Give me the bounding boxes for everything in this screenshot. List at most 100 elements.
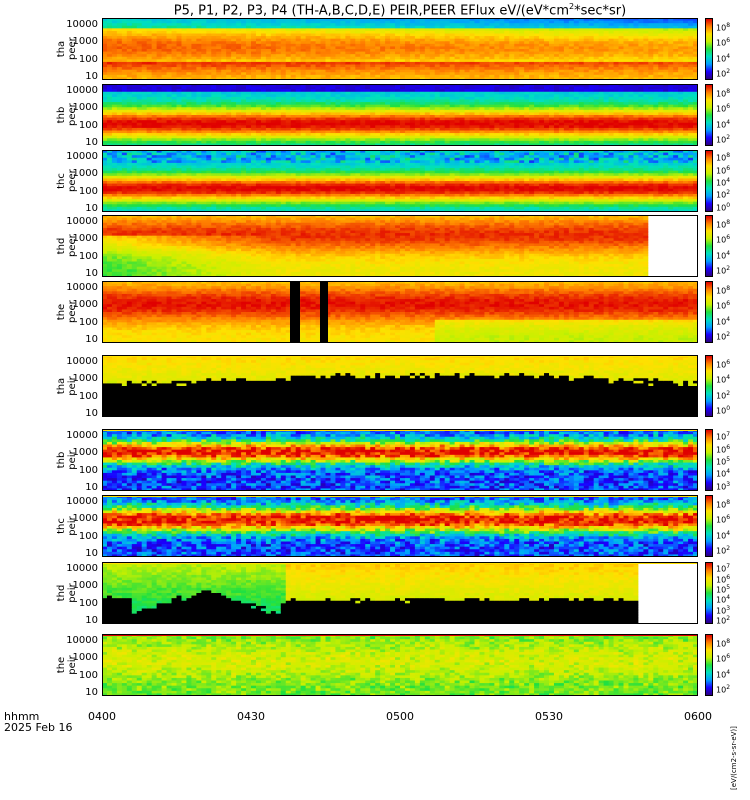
spectrogram-cell [633,30,639,34]
spectrogram-cell [578,46,585,50]
spectrogram-cell [693,59,698,63]
spectrogram-cell [400,107,406,111]
spectrogram-cell [355,138,361,142]
spectrogram-cell [529,18,535,21]
spectrogram-cell [201,86,207,90]
spectrogram-cell [370,86,376,90]
spectrogram-cell [464,49,470,52]
spectrogram-cell [146,59,153,63]
spectrogram-cell [350,61,356,65]
spectrogram-cell [300,54,307,58]
spectrogram-cell [479,94,485,98]
spectrogram-cell [439,67,446,71]
spectrogram-cell [588,74,595,78]
spectrogram-cell [509,125,515,129]
spectrogram-cell [678,41,684,45]
spectrogram-cell [270,91,277,95]
spectrogram-cell [499,107,505,111]
spectrogram-cell [429,115,436,118]
spectrogram-cell [489,51,495,55]
spectrogram-cell [370,84,376,87]
spectrogram-cell [186,102,192,106]
spectrogram-cell [161,36,167,40]
spectrogram-cell [171,67,177,71]
spectrogram-cell [400,117,406,121]
spectrogram-cell [335,86,341,90]
spectrogram-cell [186,67,192,71]
spectrogram-cell [608,74,614,78]
spectrogram-cell [310,91,316,95]
spectrogram-cell [390,107,396,111]
spectrogram-cell [335,46,341,50]
spectrogram-cell [300,72,307,76]
spectrogram-cell [444,61,451,65]
spectrogram-cell [255,138,262,142]
spectrogram-cell [116,102,123,106]
spectrogram-cell [509,102,515,106]
spectrogram-cell [588,36,595,40]
spectrogram-cell [504,135,510,139]
spectrogram-cell [504,74,510,78]
spectrogram-cell [315,138,321,142]
spectrogram-cell [375,61,381,65]
spectrogram-cell [385,46,391,50]
spectrogram-cell [241,59,247,63]
spectrogram-cell [280,56,287,60]
spectrogram-cell [126,30,133,34]
spectrogram-cell [459,28,465,32]
spectrogram-cell [106,69,113,73]
spectrogram-cell [509,109,515,113]
spectrogram-cell [553,64,560,68]
spectrogram-cell [539,25,545,29]
spectrogram-cell [146,56,153,60]
spectrogram-cell [549,38,555,42]
spectrogram-cell [360,25,366,29]
spectrogram-cell [285,104,292,108]
spectrogram-cell [141,102,148,106]
spectrogram-cell [400,74,406,78]
spectrogram-cell [529,54,535,58]
spectrogram-cell [444,112,451,116]
spectrogram-cell [529,107,535,111]
spectrogram-cell [603,72,609,76]
spectrogram-cell [404,28,411,32]
spectrogram-cell [176,138,182,142]
spectrogram-cell [196,36,202,40]
spectrogram-cell [529,99,535,103]
spectrogram-cell [385,96,391,100]
spectrogram-cell [529,122,535,126]
spectrogram-cell [419,23,426,27]
spectrogram-cell [553,20,560,24]
spectrogram-cell [270,94,277,98]
spectrogram-cell [593,36,600,40]
spectrogram-cell [196,122,202,126]
spectrogram-cell [280,96,287,100]
spectrogram-cell [499,112,505,116]
spectrogram-cell [578,69,585,73]
spectrogram-cell [395,102,401,106]
spectrogram-cell [643,43,649,47]
spectrogram-cell [409,51,416,55]
spectrogram-cell [270,59,277,63]
spectrogram-cell [325,135,331,139]
spectrogram-cell [683,46,689,50]
spectrogram-cell [409,112,416,116]
spectrogram-cell [300,130,307,134]
spectrogram-cell [424,67,431,71]
spectrogram-cell [300,28,307,32]
spectrogram-cell [161,41,167,45]
spectrogram-cell [315,112,321,116]
spectrogram-cell [370,59,376,63]
spectrogram-cell [514,20,520,24]
spectrogram-cell [186,135,192,139]
spectrogram-cell [156,69,162,73]
spectrogram-cell [171,86,177,90]
spectrogram-cell [226,107,232,111]
spectrogram-cell [226,59,232,63]
spectrogram-cell [355,84,361,87]
spectrogram-cell [424,91,431,95]
spectrogram-cell [544,38,550,42]
spectrogram-cell [310,25,316,29]
spectrogram-cell [563,74,570,78]
spectrogram-cell [414,28,421,32]
